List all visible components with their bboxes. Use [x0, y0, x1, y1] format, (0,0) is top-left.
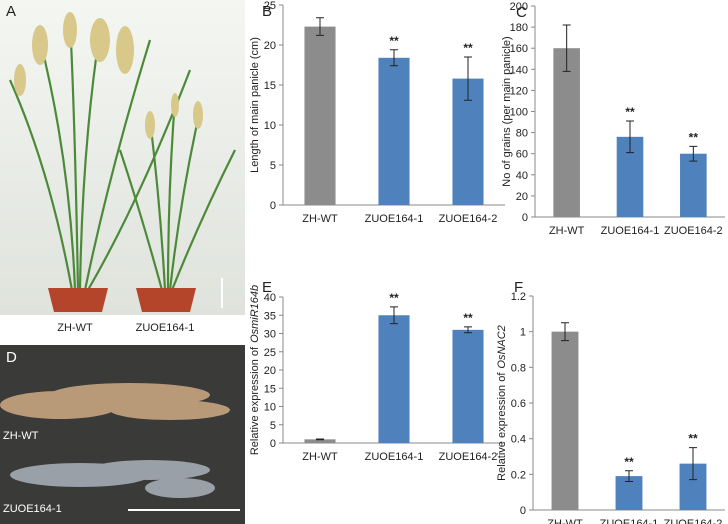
x-tick-label: ZUOE164-2: [439, 213, 498, 225]
y-axis-label: No of grains (per main panicle): [501, 36, 513, 186]
bar: [452, 329, 484, 443]
y-tick-label: 1.2: [511, 291, 526, 303]
x-tick-label: ZH-WT: [302, 451, 338, 463]
photo-caption: ZUOE164-1: [136, 322, 195, 334]
photo-caption: ZH-WT: [3, 430, 39, 442]
y-tick-label: 5: [270, 420, 276, 432]
x-tick-label: ZH-WT: [547, 518, 583, 524]
photo-d: [0, 345, 245, 524]
y-tick-label: 0.8: [511, 362, 526, 374]
y-axis-label-text: Relative expression of: [249, 346, 261, 455]
x-tick-label: ZUOE164-1: [600, 518, 659, 524]
y-axis-label: Relative expression of OsNAC2: [496, 325, 508, 481]
y-tick-label: 20: [264, 40, 276, 52]
y-tick-label: 0: [520, 505, 526, 517]
panel-label: C: [516, 4, 527, 21]
error-bar: [561, 322, 569, 342]
bar: [378, 57, 410, 205]
panel-label: E: [262, 279, 272, 296]
y-tick-label: 35: [264, 310, 276, 322]
significance: **: [625, 105, 635, 119]
y-axis-label-gene: OsmiR164b: [249, 285, 261, 343]
y-tick-label: 0.4: [511, 434, 526, 446]
panel-label: A: [6, 3, 16, 20]
error-bar: [464, 56, 472, 101]
y-tick-label: 10: [264, 402, 276, 414]
error-bar: [316, 438, 324, 441]
y-tick-label: 10: [264, 120, 276, 132]
significance: **: [389, 291, 399, 305]
error-bar: [626, 120, 634, 154]
x-tick-label: ZH-WT: [302, 213, 338, 225]
panel-label: D: [6, 349, 17, 366]
x-tick-label: ZUOE164-1: [601, 225, 660, 237]
y-axis-label-text: No of grains (per main panicle): [501, 36, 513, 186]
significance: **: [463, 311, 473, 325]
bar: [551, 331, 579, 510]
x-tick-label: ZUOE164-2: [439, 451, 498, 463]
bar: [553, 48, 580, 218]
y-tick-label: 160: [510, 43, 528, 55]
y-tick-label: 25: [264, 0, 276, 12]
y-axis-label-gene: OsNAC2: [496, 325, 508, 368]
y-tick-label: 1: [520, 327, 526, 339]
y-axis-label: Relative expression of OsmiR164b: [249, 285, 261, 455]
bar: [304, 439, 336, 443]
y-tick-label: 0.2: [511, 469, 526, 481]
x-tick-label: ZUOE164-1: [365, 451, 424, 463]
photo-a: [0, 0, 245, 315]
bar: [680, 153, 707, 217]
y-axis-label: Length of main panicle (cm): [249, 37, 261, 173]
y-tick-label: 100: [510, 107, 528, 119]
error-bar: [464, 326, 472, 334]
significance: **: [463, 41, 473, 55]
y-tick-label: 15: [264, 383, 276, 395]
panel-label: F: [514, 279, 523, 296]
y-tick-label: 80: [516, 128, 528, 140]
y-tick-label: 120: [510, 85, 528, 97]
y-tick-label: 60: [516, 149, 528, 161]
photo-caption: ZUOE164-1: [3, 503, 62, 515]
error-bar: [625, 470, 633, 482]
y-tick-label: 0: [270, 438, 276, 450]
y-tick-label: 140: [510, 64, 528, 76]
x-tick-label: ZUOE164-1: [365, 213, 424, 225]
error-bar: [562, 24, 571, 72]
error-bar: [316, 17, 324, 36]
significance: **: [389, 34, 399, 48]
error-bar: [689, 145, 698, 162]
x-tick-label: ZUOE164-2: [664, 518, 723, 524]
y-tick-label: 20: [516, 191, 528, 203]
y-axis-label-text: Length of main panicle (cm): [249, 37, 261, 173]
y-tick-label: 0.6: [511, 398, 526, 410]
error-bar: [689, 447, 697, 481]
error-bar: [390, 306, 398, 325]
y-tick-label: 180: [510, 22, 528, 34]
y-axis-label-text: Relative expression of: [496, 372, 508, 481]
y-tick-label: 20: [264, 365, 276, 377]
y-tick-label: 15: [264, 80, 276, 92]
y-tick-label: 200: [510, 1, 528, 13]
photo-caption: ZH-WT: [57, 322, 93, 334]
y-tick-label: 0: [270, 200, 276, 212]
bar: [378, 315, 410, 443]
error-bar: [390, 49, 398, 67]
significance: **: [688, 432, 698, 446]
y-tick-label: 25: [264, 347, 276, 359]
y-tick-label: 40: [264, 292, 276, 304]
bar: [304, 26, 336, 205]
y-tick-label: 0: [522, 212, 528, 224]
y-tick-label: 40: [516, 170, 528, 182]
significance: **: [689, 130, 699, 144]
y-tick-label: 5: [270, 160, 276, 172]
panel-label: B: [262, 3, 272, 20]
significance: **: [624, 455, 634, 469]
x-tick-label: ZH-WT: [549, 225, 585, 237]
x-tick-label: ZUOE164-2: [664, 225, 723, 237]
y-tick-label: 30: [264, 329, 276, 341]
